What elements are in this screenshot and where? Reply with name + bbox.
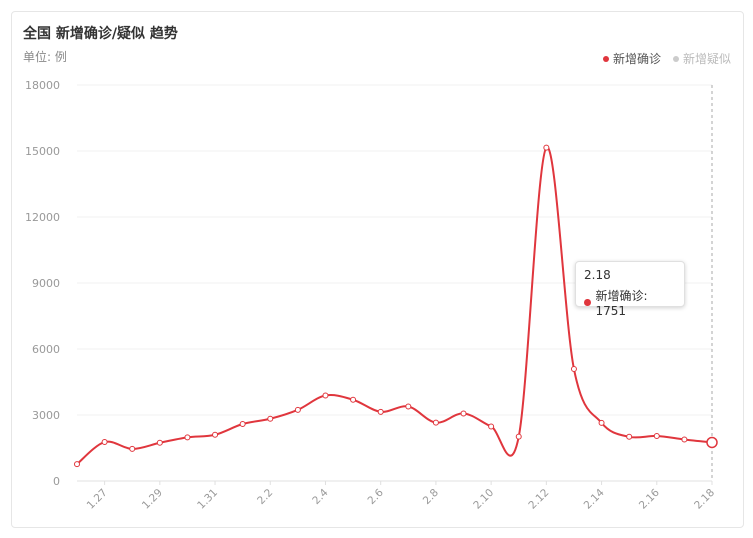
y-tick-label: 0 bbox=[53, 475, 60, 488]
y-tick-label: 9000 bbox=[32, 277, 60, 290]
y-tick-label: 18000 bbox=[25, 79, 60, 92]
data-point bbox=[239, 421, 246, 428]
legend-item-suspected[interactable]: 新增疑似 bbox=[672, 50, 731, 67]
data-point bbox=[267, 415, 274, 422]
data-point bbox=[74, 461, 80, 468]
data-point bbox=[129, 445, 136, 452]
unit-label: 单位: 例 bbox=[23, 50, 67, 64]
data-point bbox=[432, 419, 439, 426]
x-tick-label: 2.16 bbox=[637, 486, 662, 511]
y-tick-label: 6000 bbox=[32, 343, 60, 356]
x-tick-label: 1.27 bbox=[85, 487, 110, 512]
data-point bbox=[626, 433, 633, 440]
legend-item-confirmed[interactable]: 新增确诊 bbox=[602, 50, 661, 67]
x-tick-label: 2.6 bbox=[366, 486, 387, 507]
highlighted-data-point bbox=[706, 436, 718, 449]
y-tick-label: 3000 bbox=[32, 409, 60, 422]
data-point bbox=[377, 408, 384, 415]
y-tick-label: 15000 bbox=[25, 145, 60, 158]
x-tick-label: 2.8 bbox=[421, 487, 441, 507]
legend-marker-confirmed bbox=[602, 55, 609, 62]
x-tick-label: 2.10 bbox=[471, 487, 496, 512]
y-tick-label: 12000 bbox=[25, 211, 60, 224]
series-line-confirmed bbox=[76, 146, 713, 465]
tooltip-series-marker bbox=[584, 299, 591, 306]
data-point bbox=[681, 436, 688, 443]
data-point bbox=[212, 431, 219, 438]
data-point bbox=[101, 439, 108, 446]
data-point bbox=[598, 419, 605, 426]
data-point bbox=[405, 403, 412, 410]
tooltip-date: 2.18 bbox=[584, 268, 611, 282]
data-point bbox=[350, 396, 357, 403]
data-point bbox=[488, 423, 495, 430]
legend-label-suspected: 新增疑似 bbox=[682, 52, 731, 66]
x-tick-label: 1.31 bbox=[195, 487, 220, 512]
x-tick-label: 1.29 bbox=[140, 487, 165, 512]
data-point bbox=[460, 410, 467, 417]
legend-marker-suspected bbox=[672, 55, 679, 62]
x-tick-label: 2.4 bbox=[310, 486, 331, 507]
x-tick-label: 2.14 bbox=[582, 486, 607, 511]
x-tick-label: 2.2 bbox=[255, 487, 275, 507]
data-point bbox=[184, 434, 191, 441]
tooltip-value: 新增确诊: 1751 bbox=[595, 289, 648, 318]
data-point bbox=[156, 439, 163, 446]
data-point bbox=[294, 406, 301, 413]
chart-tooltip: 2.18 新增确诊: 1751 bbox=[575, 261, 685, 318]
x-tick-label: 2.18 bbox=[692, 487, 717, 512]
data-point bbox=[322, 392, 329, 399]
data-point bbox=[570, 366, 577, 373]
chart-legend: 新增确诊 新增疑似 bbox=[602, 50, 731, 67]
data-point bbox=[515, 433, 522, 440]
chart-title: 全国 新增确诊/疑似 趋势 bbox=[23, 26, 178, 42]
data-point bbox=[543, 144, 550, 151]
legend-label-confirmed: 新增确诊 bbox=[612, 52, 661, 66]
x-tick-label: 2.12 bbox=[526, 487, 551, 512]
data-point bbox=[653, 432, 660, 439]
